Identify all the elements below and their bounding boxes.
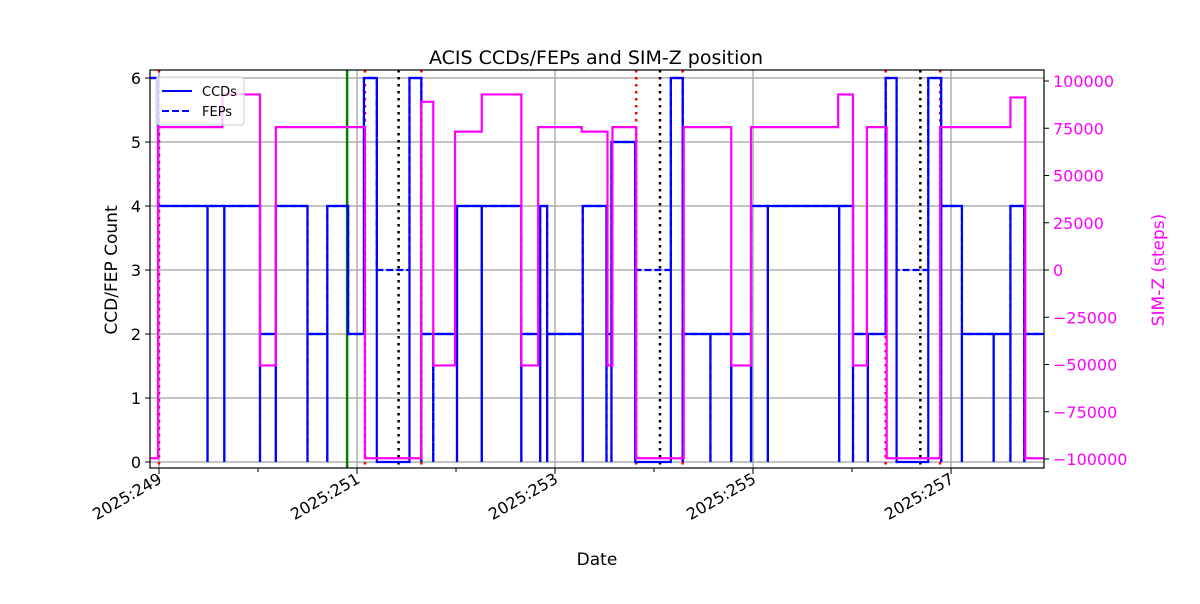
x-tick-label: 2025:251	[287, 469, 363, 524]
x-tick-label: 2025:257	[881, 469, 957, 524]
y-right-tick-label: −50000	[1053, 356, 1117, 375]
y-right-tick-label: 0	[1053, 261, 1063, 280]
y-right-tick-label: 75000	[1053, 119, 1104, 138]
ccds-line	[150, 76, 1045, 464]
y-tick-label: 4	[131, 197, 141, 216]
y-tick-label: 2	[131, 325, 141, 344]
x-tick-label: 2025:253	[485, 469, 561, 524]
y-right-tick-label: 50000	[1053, 167, 1104, 186]
y-axis-right-label: SIM-Z (steps)	[1149, 214, 1169, 327]
y-tick-label: 6	[131, 69, 141, 88]
legend-ccds-label: CCDs	[202, 85, 237, 100]
chart-title: ACIS CCDs/FEPs and SIM-Z position	[429, 47, 763, 69]
plot-frame	[149, 69, 1045, 469]
legend-box	[155, 76, 245, 126]
y-right-tick-label: −75000	[1053, 403, 1117, 422]
y-right-tick-label: 25000	[1053, 214, 1104, 233]
legend-feps-label: FEPs	[202, 105, 232, 120]
y-right-tick-label: 100000	[1053, 72, 1114, 91]
x-tick-label: 2025:249	[89, 469, 165, 524]
x-tick-label: 2025:255	[683, 469, 759, 524]
y-tick-label: 1	[131, 389, 141, 408]
y-tick-label: 3	[131, 261, 141, 280]
y-axis-label: CCD/FEP Count	[102, 205, 122, 335]
y-tick-label: 5	[131, 133, 141, 152]
y-tick-label: 0	[131, 453, 141, 472]
y-right-tick-label: −100000	[1053, 450, 1127, 469]
simz-line	[150, 93, 1045, 460]
y-right-tick-label: −25000	[1053, 308, 1117, 327]
legend: CCDs FEPs	[155, 76, 245, 126]
x-axis-label: Date	[577, 550, 618, 570]
